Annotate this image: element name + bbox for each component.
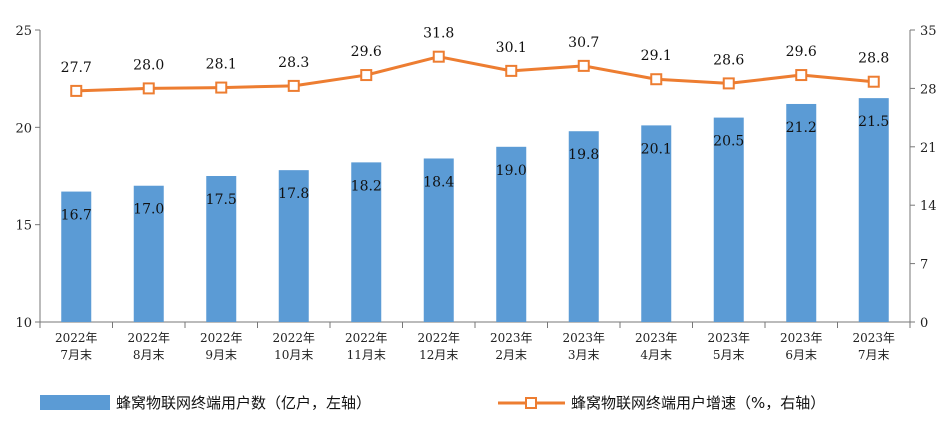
bar-value-label: 17.0 bbox=[133, 202, 164, 218]
x-tick-label-month: 9月末 bbox=[205, 348, 237, 362]
bar-value-label: 16.7 bbox=[61, 208, 92, 224]
left-tick-label: 25 bbox=[15, 24, 32, 39]
x-tick-label-month: 7月末 bbox=[858, 348, 890, 362]
line-value-label: 31.8 bbox=[423, 26, 454, 42]
x-tick-label-year: 2023年 bbox=[635, 331, 678, 345]
line-point bbox=[795, 69, 808, 82]
x-tick-label-year: 2022年 bbox=[417, 331, 460, 345]
x-tick-label-month: 12月末 bbox=[419, 348, 458, 362]
line-point bbox=[505, 64, 518, 77]
data-labels: 16.7 17.0 17.5 17.8 18.2 18.4 19.0 19.8 20.1 20.5… bbox=[61, 26, 890, 224]
line-point bbox=[650, 73, 663, 86]
bar-value-label: 18.4 bbox=[423, 174, 454, 190]
bar-value-label: 20.1 bbox=[641, 141, 672, 157]
x-tick-label-month: 5月末 bbox=[713, 348, 745, 362]
left-tick-label: 20 bbox=[15, 121, 32, 136]
line-point bbox=[142, 82, 155, 95]
x-tick-label-month: 8月末 bbox=[133, 348, 165, 362]
bar-value-label: 19.8 bbox=[568, 147, 599, 163]
line-value-label: 29.6 bbox=[351, 44, 382, 60]
bar bbox=[61, 191, 92, 322]
x-tick-label-month: 10月末 bbox=[274, 348, 313, 362]
line-value-label: 30.1 bbox=[496, 40, 527, 56]
x-tick-label-year: 2023年 bbox=[707, 331, 750, 345]
bar bbox=[206, 176, 237, 322]
line-point bbox=[70, 84, 83, 97]
bar bbox=[496, 146, 527, 322]
right-tick-label: 35 bbox=[920, 24, 937, 39]
x-tick-label-month: 2月末 bbox=[495, 348, 527, 362]
x-tick-label-year: 2023年 bbox=[780, 331, 823, 345]
line-value-label: 28.8 bbox=[858, 51, 889, 67]
bar bbox=[786, 103, 817, 323]
line-value-label: 28.3 bbox=[278, 55, 309, 71]
line-value-label: 29.6 bbox=[786, 44, 817, 60]
growth-line bbox=[70, 50, 880, 97]
legend-label-bar: 蜂窝物联网终端用户数（亿户，左轴） bbox=[116, 394, 371, 412]
legend-marker-line bbox=[525, 397, 537, 409]
bar bbox=[858, 98, 889, 322]
line-value-label: 28.0 bbox=[133, 57, 164, 73]
bar-value-label: 20.5 bbox=[713, 134, 744, 150]
bar bbox=[133, 185, 164, 322]
line-point bbox=[577, 59, 590, 72]
right-tick-label: 14 bbox=[920, 199, 937, 214]
bar-value-label: 21.5 bbox=[858, 114, 889, 130]
line-point bbox=[287, 79, 300, 92]
right-tick-label: 21 bbox=[920, 141, 937, 156]
x-tick-label-year: 2023年 bbox=[490, 331, 533, 345]
x-tick-label-month: 6月末 bbox=[785, 348, 817, 362]
bar bbox=[641, 125, 672, 323]
line-point bbox=[360, 69, 373, 82]
left-tick-label: 10 bbox=[15, 316, 32, 331]
x-tick-label-month: 11月末 bbox=[347, 348, 386, 362]
legend: 蜂窝物联网终端用户数（亿户，左轴） 蜂窝物联网终端用户增速（%，右轴） bbox=[40, 394, 825, 412]
x-tick-label-month: 7月末 bbox=[60, 348, 92, 362]
legend-label-line: 蜂窝物联网终端用户增速（%，右轴） bbox=[571, 394, 825, 412]
x-tick-label-year: 2022年 bbox=[200, 331, 243, 345]
x-tick-label-year: 2023年 bbox=[852, 331, 895, 345]
bars bbox=[61, 98, 889, 323]
legend-swatch-bar bbox=[40, 395, 110, 410]
right-tick-label: 7 bbox=[920, 258, 928, 273]
bar-value-label: 18.2 bbox=[351, 178, 382, 194]
bar bbox=[351, 162, 382, 322]
bar-value-label: 19.0 bbox=[496, 163, 527, 179]
bar-value-label: 17.5 bbox=[206, 192, 237, 208]
bar bbox=[713, 117, 744, 322]
x-tick-label-year: 2022年 bbox=[55, 331, 98, 345]
line-value-label: 27.7 bbox=[61, 60, 92, 76]
right-tick-label: 28 bbox=[920, 82, 937, 97]
line-point bbox=[722, 77, 735, 90]
line-point bbox=[432, 50, 445, 63]
line-value-label: 28.1 bbox=[206, 57, 237, 73]
bar-value-label: 21.2 bbox=[786, 120, 817, 136]
x-tick-label-year: 2022年 bbox=[127, 331, 170, 345]
line-value-label: 30.7 bbox=[568, 35, 599, 51]
bar-value-label: 17.8 bbox=[278, 186, 309, 202]
x-tick-label-month: 3月末 bbox=[568, 348, 600, 362]
growth-line-path bbox=[76, 55, 874, 93]
line-value-label: 29.1 bbox=[641, 48, 672, 64]
bar bbox=[278, 170, 309, 322]
x-tick-label-year: 2023年 bbox=[562, 331, 605, 345]
axes: 10 15 20 25 0 7 14 21 28 35 2022年 7月末 2022年 8月末 2022年 9… bbox=[15, 24, 936, 362]
line-value-label: 28.6 bbox=[713, 52, 744, 68]
x-tick-label-year: 2022年 bbox=[345, 331, 388, 345]
bar bbox=[423, 158, 454, 322]
x-tick-label-year: 2022年 bbox=[272, 331, 315, 345]
right-tick-label: 0 bbox=[920, 316, 928, 331]
x-tick-label-month: 4月末 bbox=[640, 348, 672, 362]
line-point bbox=[867, 75, 880, 88]
bar bbox=[568, 131, 599, 322]
line-point bbox=[215, 81, 228, 94]
left-tick-label: 15 bbox=[15, 219, 32, 234]
